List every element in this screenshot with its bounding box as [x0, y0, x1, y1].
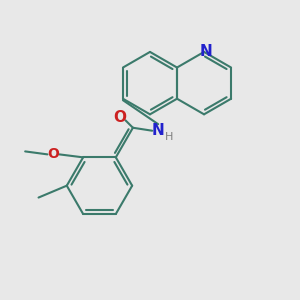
Text: O: O	[113, 110, 126, 125]
Text: N: N	[199, 44, 212, 59]
Text: N: N	[152, 123, 164, 138]
Text: H: H	[165, 132, 174, 142]
Text: O: O	[47, 147, 59, 161]
